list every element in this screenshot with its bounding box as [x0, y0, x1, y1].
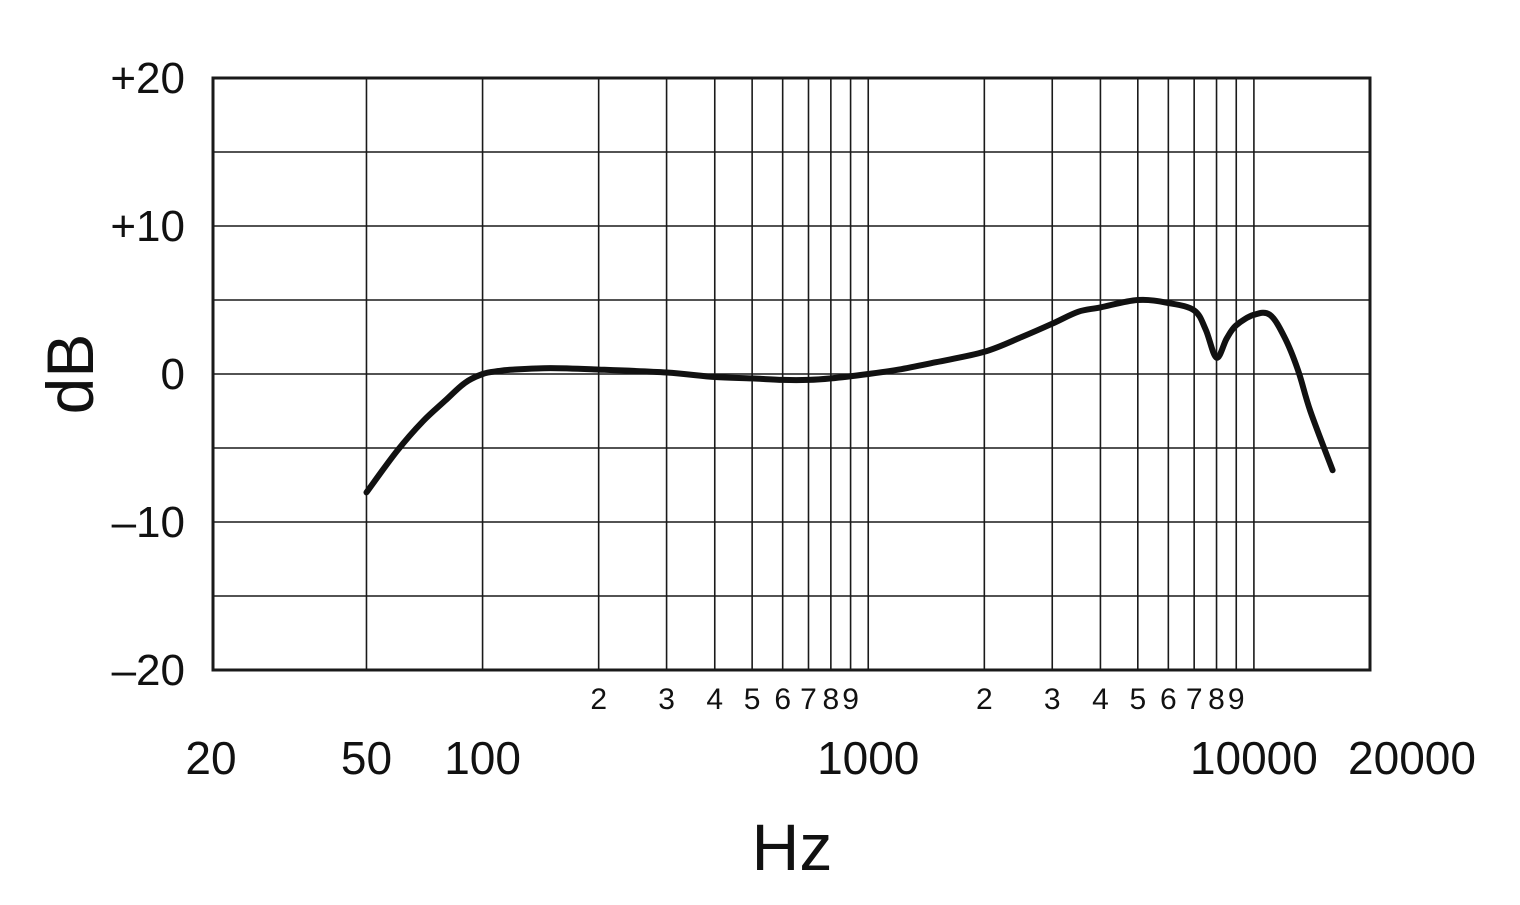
grid — [213, 77, 1370, 671]
x-minor-tick-label: 8 — [823, 683, 840, 716]
x-minor-tick-label: 7 — [1186, 683, 1203, 716]
y-tick-label: –10 — [112, 498, 185, 547]
y-tick-label: 0 — [161, 350, 185, 399]
response-curve-group — [363, 296, 1336, 496]
x-major-tick-label: 100 — [444, 732, 521, 784]
y-tick-labels: +20 +10 0 –10 –20 — [110, 54, 185, 695]
x-minor-tick-label: 4 — [706, 683, 723, 716]
plot-frame — [211, 76, 1372, 672]
x-minor-tick-label: 2 — [976, 683, 993, 716]
y-tick-label: +10 — [110, 202, 185, 251]
y-axis-label: dB — [33, 334, 107, 415]
x-minor-tick-label: 5 — [744, 683, 761, 716]
response-curve — [363, 296, 1336, 496]
x-minor-tick-label: 3 — [658, 683, 675, 716]
x-major-tick-label: 1000 — [817, 732, 919, 784]
y-tick-label: +20 — [110, 54, 185, 103]
y-tick-label: –20 — [112, 646, 185, 695]
x-minor-tick-label: 9 — [1228, 683, 1245, 716]
x-minor-tick-label: 6 — [774, 683, 791, 716]
x-major-tick-label: 10000 — [1190, 732, 1318, 784]
x-minor-tick-label: 5 — [1129, 683, 1146, 716]
x-minor-tick-label: 4 — [1092, 683, 1109, 716]
x-minor-tick-label: 9 — [842, 683, 859, 716]
x-minor-tick-label: 8 — [1208, 683, 1225, 716]
x-major-tick-label: 50 — [341, 732, 392, 784]
x-minor-tick-label: 6 — [1160, 683, 1177, 716]
x-major-tick-label: 20000 — [1348, 732, 1476, 784]
x-axis-label: Hz — [752, 810, 833, 884]
x-minor-tick-label: 2 — [590, 683, 607, 716]
x-minor-tick-label: 3 — [1044, 683, 1061, 716]
x-major-tick-label: 20 — [185, 732, 236, 784]
x-minor-tick-label: 7 — [800, 683, 817, 716]
